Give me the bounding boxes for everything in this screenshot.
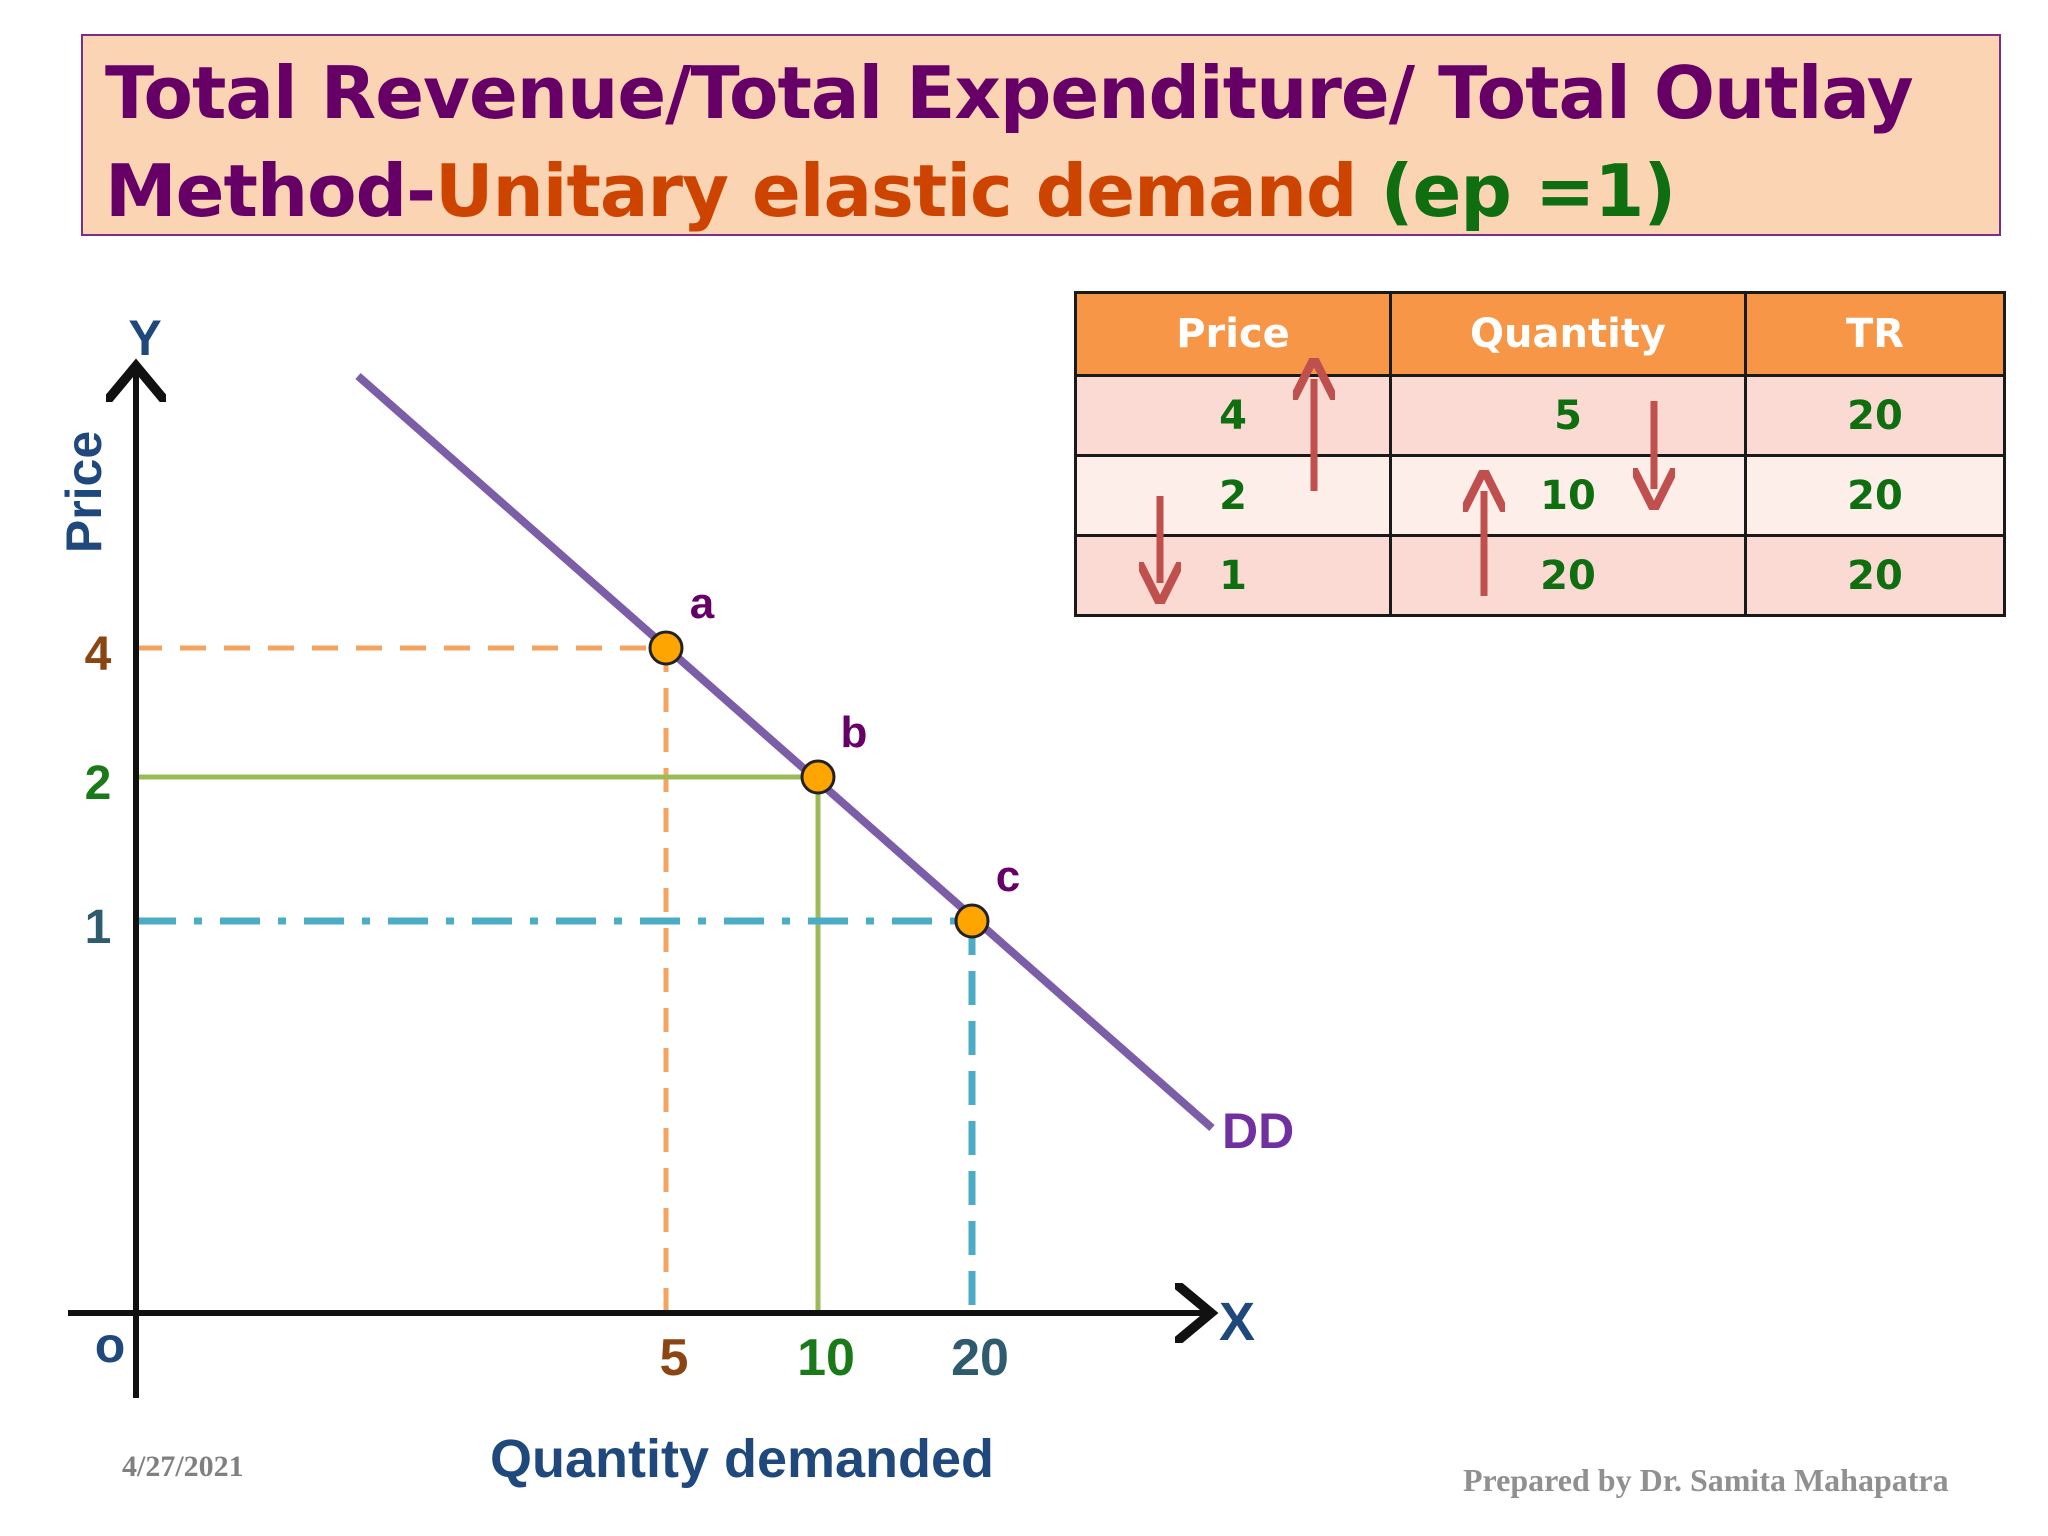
point-c [954,903,990,939]
x-tick-5: 5 [660,1329,689,1387]
x-axis-letter: X [1219,1292,1255,1352]
curve-label: DD [1222,1103,1294,1159]
point-b [800,759,836,795]
x-tick-10: 10 [797,1329,855,1387]
title-box: Total Revenue/Total Expenditure/ Total O… [81,34,2001,236]
origin-label: o [95,1317,126,1373]
y-tick-2: 2 [85,757,112,810]
demand-points: a b c [648,579,1020,939]
cell-price: 4 [1074,374,1392,457]
cell-quantity: 20 [1389,534,1747,617]
point-label-a: a [690,579,715,628]
footer-credit: Prepared by Dr. Samita Mahapatra [1463,1462,1949,1498]
header-tr: TR [1744,291,2006,377]
y-tick-4: 4 [85,628,112,681]
point-label-c: c [996,852,1020,901]
table-header-row: Price Quantity TR [1074,291,2006,377]
title-line-2: Method-Unitary elastic demand (ep =1) [105,142,1979,240]
table-row: 1 20 20 [1074,534,2006,617]
header-price: Price [1074,291,1392,377]
header-quantity: Quantity [1389,291,1747,377]
cell-tr: 20 [1744,374,2006,457]
cell-price: 2 [1074,454,1392,537]
revenue-table-wrap: Price Quantity TR 4 5 20 2 10 20 1 [1074,291,2006,617]
revenue-table: Price Quantity TR 4 5 20 2 10 20 1 [1074,291,2006,617]
guide-lines [136,645,976,1313]
point-a [648,630,684,666]
x-tick-20: 20 [951,1329,1009,1387]
title-method: Method- [105,149,436,233]
axis-ticks: 5 4 10 2 20 1 [85,628,1009,1387]
y-axis-letter: Y [128,310,161,366]
table-row: 4 5 20 [1074,374,2006,457]
title-unitary: Unitary elastic demand [435,149,1357,233]
cell-quantity: 5 [1389,374,1747,457]
y-tick-1: 1 [85,901,112,954]
cell-quantity: 10 [1389,454,1747,537]
y-axis-title: Price [56,431,112,553]
point-label-b: b [841,708,868,757]
title-ep: (ep =1) [1380,149,1677,233]
cell-price: 1 [1074,534,1392,617]
x-axis-title: Quantity demanded [490,1429,994,1489]
table-row: 2 10 20 [1074,454,2006,537]
cell-tr: 20 [1744,454,2006,537]
demand-curve [355,372,1215,1132]
title-line-1: Total Revenue/Total Expenditure/ Total O… [105,51,1914,135]
cell-tr: 20 [1744,534,2006,617]
footer-date: 4/27/2021 [122,1450,244,1483]
